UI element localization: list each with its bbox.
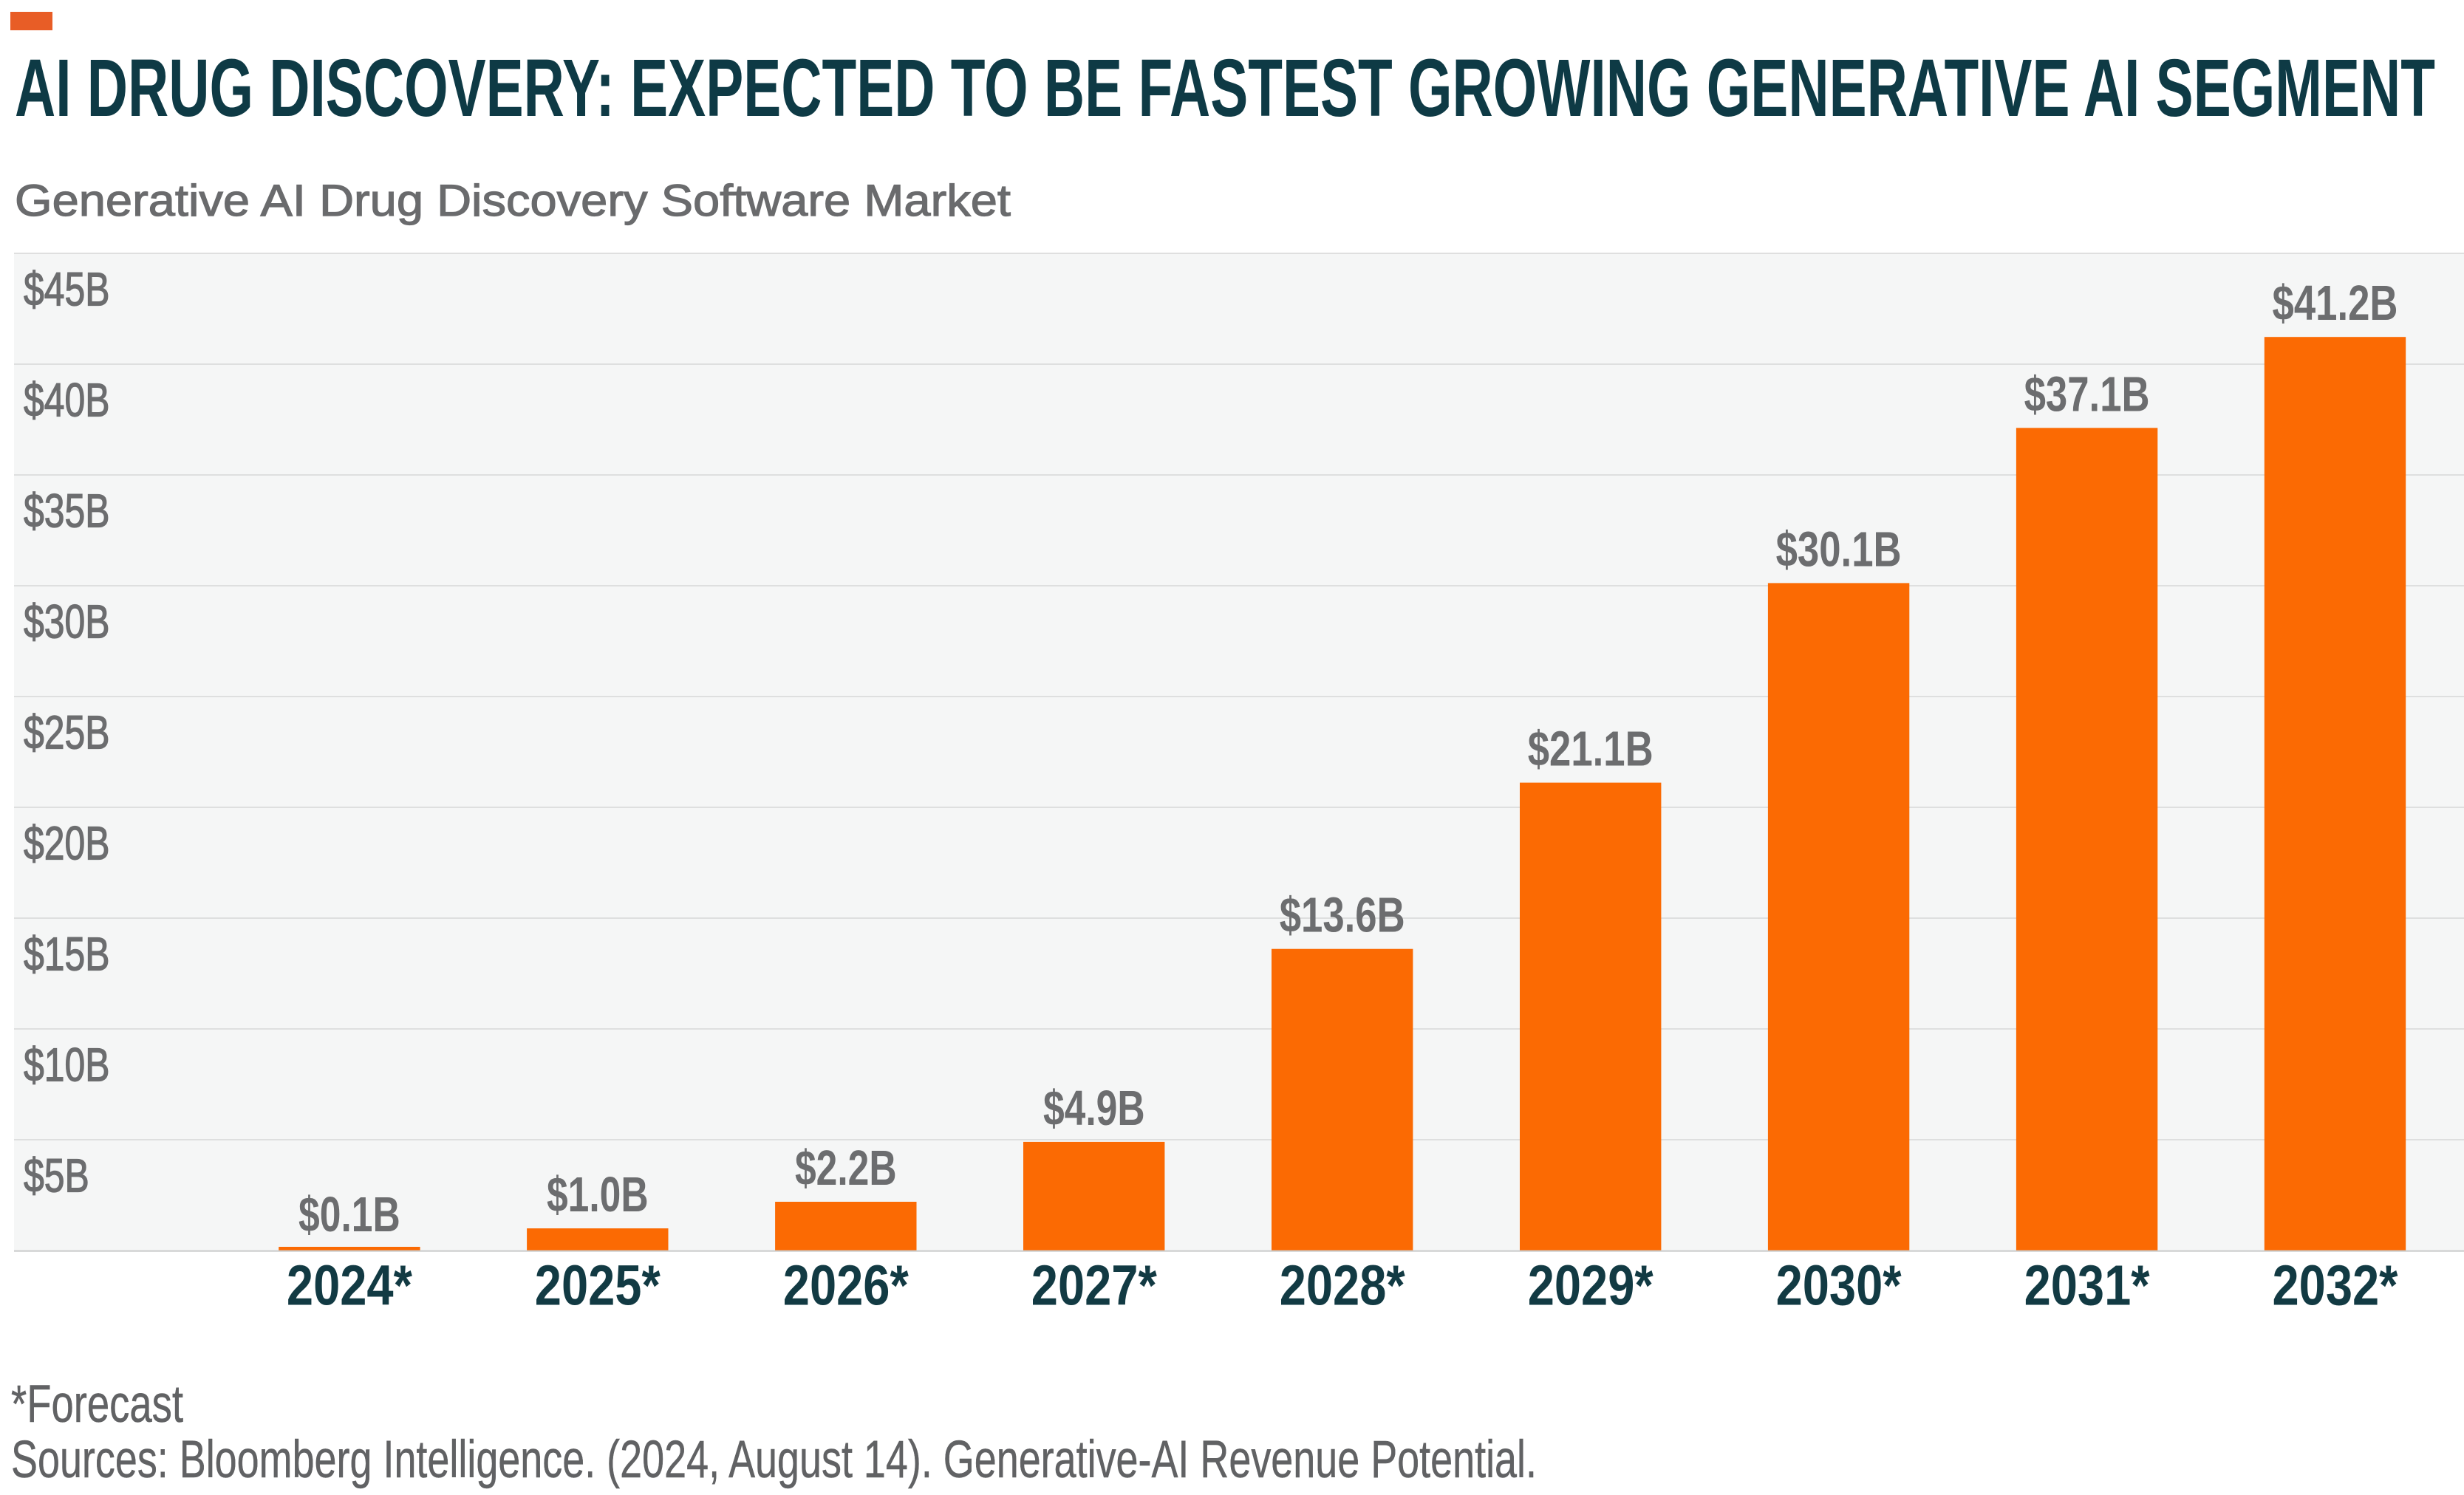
svg-text:2025*: 2025* — [535, 1253, 661, 1317]
svg-text:$37.1B: $37.1B — [2024, 366, 2150, 422]
svg-text:$30B: $30B — [24, 595, 110, 649]
svg-text:Generative AI Drug Discovery S: Generative AI Drug Discovery Software Ma… — [15, 176, 1011, 225]
svg-text:$21.1B: $21.1B — [1528, 722, 1654, 777]
svg-text:$40B: $40B — [24, 374, 110, 427]
svg-text:$15B: $15B — [24, 928, 110, 981]
svg-text:$20B: $20B — [24, 817, 110, 870]
svg-text:$13.6B: $13.6B — [1280, 888, 1405, 943]
svg-text:2024*: 2024* — [287, 1253, 412, 1317]
svg-text:2030*: 2030* — [1776, 1253, 1902, 1317]
svg-text:$2.2B: $2.2B — [795, 1140, 897, 1196]
svg-text:2026*: 2026* — [783, 1253, 909, 1317]
svg-text:2028*: 2028* — [1280, 1253, 1405, 1317]
svg-text:2031*: 2031* — [2024, 1253, 2150, 1317]
svg-text:AI DRUG DISCOVERY: EXPECTED TO: AI DRUG DISCOVERY: EXPECTED TO BE FASTES… — [15, 43, 2435, 134]
svg-text:$4.9B: $4.9B — [1043, 1081, 1145, 1136]
svg-text:$41.2B: $41.2B — [2273, 276, 2398, 331]
svg-text:$5B: $5B — [24, 1149, 89, 1202]
svg-text:$1.0B: $1.0B — [547, 1167, 649, 1222]
svg-text:$30.1B: $30.1B — [1776, 521, 1902, 577]
svg-text:Sources: Bloomberg Intelligenc: Sources: Bloomberg Intelligence. (2024, … — [11, 1431, 1537, 1489]
svg-text:$45B: $45B — [24, 263, 110, 316]
svg-text:2027*: 2027* — [1031, 1253, 1157, 1317]
svg-text:$25B: $25B — [24, 706, 110, 759]
svg-text:$35B: $35B — [24, 485, 110, 538]
svg-text:2032*: 2032* — [2273, 1253, 2398, 1317]
svg-text:*Forecast: *Forecast — [11, 1375, 183, 1434]
svg-text:$0.1B: $0.1B — [298, 1187, 400, 1242]
svg-text:2029*: 2029* — [1528, 1253, 1654, 1317]
svg-text:$10B: $10B — [24, 1039, 110, 1092]
